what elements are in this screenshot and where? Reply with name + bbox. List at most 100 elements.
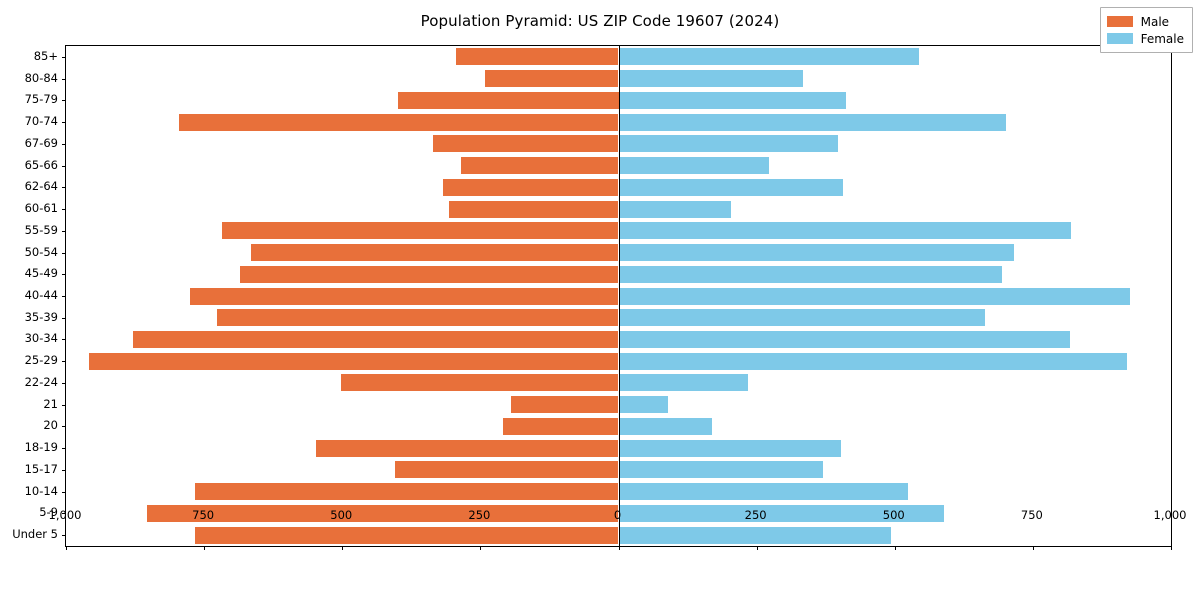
bar-male	[397, 91, 619, 109]
legend-swatch-icon	[1106, 33, 1133, 44]
bar-female	[618, 483, 908, 501]
bar-male	[194, 483, 619, 501]
chart-legend: Male Female	[1099, 7, 1193, 53]
x-axis-tick-label: 500	[882, 508, 905, 522]
x-axis-tick-label: 500	[330, 508, 353, 522]
y-axis-tick	[62, 274, 66, 276]
bar-female	[618, 287, 1130, 305]
y-axis-tick	[62, 382, 66, 384]
bar-female	[618, 113, 1006, 131]
bar-male	[240, 265, 619, 283]
bar-female	[618, 48, 919, 66]
y-axis-tick-label: 22-24	[24, 374, 58, 389]
y-axis-tick	[62, 252, 66, 254]
y-axis-tick-label: 5-9	[39, 505, 58, 520]
bar-male	[455, 48, 619, 66]
legend-label: Female	[1140, 31, 1184, 46]
y-axis-tick-label: 50-54	[24, 244, 58, 259]
x-axis-tick-label: 750	[1020, 508, 1043, 522]
bar-male	[461, 157, 619, 175]
bar-female	[618, 91, 847, 109]
x-axis-tick	[66, 546, 67, 550]
bar-female	[618, 374, 749, 392]
x-axis-tick	[480, 546, 482, 550]
legend-swatch-icon	[1106, 16, 1133, 27]
y-axis-tick-label: 25-29	[24, 353, 58, 368]
bars-layer	[66, 46, 1171, 546]
bar-male	[485, 70, 619, 88]
y-axis-tick	[62, 426, 66, 428]
bar-female	[618, 178, 844, 196]
y-axis-tick-label: 62-64	[24, 179, 58, 194]
bar-female	[618, 396, 669, 414]
bar-female	[618, 135, 838, 153]
bar-female	[618, 265, 1002, 283]
x-axis-tick-label: 1,000	[1153, 508, 1187, 522]
y-axis-tick	[62, 187, 66, 189]
legend-item[interactable]: Male	[1106, 13, 1184, 30]
x-axis-tick-label: 250	[468, 508, 491, 522]
y-axis-tick-label: 67-69	[24, 135, 58, 150]
y-axis-tick	[62, 361, 66, 363]
legend-label: Male	[1140, 14, 1170, 29]
y-axis-tick	[62, 100, 66, 102]
bar-female	[618, 222, 1071, 240]
bar-female	[618, 504, 945, 522]
x-axis-tick	[1032, 546, 1034, 550]
y-axis-tick-label: 18-19	[24, 440, 58, 455]
bar-female	[618, 461, 824, 479]
y-axis-tick	[62, 513, 66, 515]
bar-female	[618, 352, 1128, 370]
bar-male	[132, 330, 619, 348]
bar-female	[618, 330, 1070, 348]
y-axis-tick	[62, 122, 66, 124]
bar-male	[341, 374, 619, 392]
x-axis-tick	[618, 546, 620, 550]
y-axis-tick	[62, 469, 66, 471]
y-axis-tick-label: 10-14	[24, 483, 58, 498]
y-axis-tick-label: 85+	[33, 48, 58, 63]
zero-axis-line	[618, 46, 620, 546]
bar-male	[442, 178, 619, 196]
y-axis-tick-label: 45-49	[24, 266, 58, 281]
bar-male	[394, 461, 619, 479]
x-axis-tick	[1171, 546, 1172, 550]
bar-female	[618, 70, 804, 88]
bar-male	[179, 113, 619, 131]
x-axis-tick	[342, 546, 344, 550]
y-axis-tick	[62, 448, 66, 450]
x-axis-tick-label: 0	[613, 508, 622, 522]
y-axis-tick	[62, 230, 66, 232]
bar-male	[316, 439, 619, 457]
bar-male	[147, 504, 619, 522]
bar-male	[448, 200, 619, 218]
bar-female	[618, 157, 769, 175]
bar-male	[511, 396, 619, 414]
y-axis-tick-label: 15-17	[24, 461, 58, 476]
legend-item[interactable]: Female	[1106, 30, 1184, 47]
bar-male	[503, 417, 619, 435]
y-axis-tick	[62, 56, 66, 58]
bar-female	[618, 200, 731, 218]
y-axis-tick-label: 21	[43, 396, 58, 411]
y-axis-tick-label: 35-39	[24, 309, 58, 324]
y-axis-tick	[62, 165, 66, 167]
x-axis-tick	[204, 546, 206, 550]
x-axis-tick-label: 250	[744, 508, 767, 522]
plot-area	[62, 45, 1172, 550]
bar-male	[433, 135, 619, 153]
chart-title: Population Pyramid: US ZIP Code 19607 (2…	[420, 12, 780, 30]
y-axis-tick-label: 80-84	[24, 70, 58, 85]
y-axis-tick-label: 65-66	[24, 157, 58, 172]
y-axis-tick-label: Under 5	[12, 527, 58, 542]
bar-female	[618, 439, 842, 457]
x-axis-tick	[894, 546, 896, 550]
bar-female	[618, 526, 891, 544]
x-axis-tick-label: 750	[192, 508, 215, 522]
y-axis-tick-label: 55-59	[24, 222, 58, 237]
bar-male	[88, 352, 619, 370]
bar-female	[618, 244, 1015, 262]
y-axis-tick	[62, 296, 66, 297]
y-axis-tick-label: 70-74	[24, 114, 58, 129]
